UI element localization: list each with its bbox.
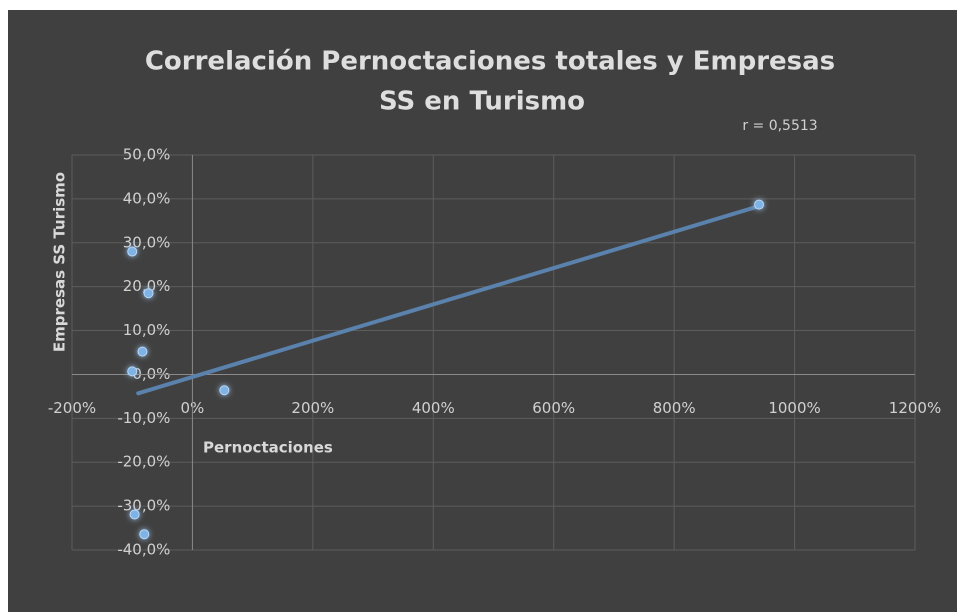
- y-tick-label: 30,0%: [123, 233, 171, 251]
- chart-background: [8, 10, 957, 612]
- y-axis-title: Empresas SS Turismo: [51, 172, 69, 352]
- trendline: [136, 204, 761, 396]
- data-point: [129, 509, 140, 520]
- data-point: [139, 529, 150, 540]
- x-tick-label: 1200%: [889, 399, 941, 417]
- data-point: [143, 288, 154, 299]
- data-point: [137, 346, 148, 357]
- y-tick-label: 50,0%: [123, 146, 171, 164]
- x-tick-label: 400%: [412, 399, 455, 417]
- y-tick-label: -30,0%: [117, 497, 170, 515]
- chart-title: SS en Turismo: [379, 87, 585, 117]
- x-tick-label: 200%: [291, 399, 334, 417]
- x-tick-label: 600%: [532, 399, 575, 417]
- x-tick-label: 800%: [653, 399, 696, 417]
- y-tick-label: -10,0%: [117, 409, 170, 427]
- x-tick-label: 1000%: [768, 399, 820, 417]
- chart-title: Correlación Pernoctaciones totales y Emp…: [145, 47, 835, 77]
- y-tick-label: 40,0%: [123, 189, 171, 207]
- x-tick-label: -200%: [48, 399, 96, 417]
- data-point: [219, 385, 230, 396]
- data-point: [127, 246, 138, 257]
- y-tick-label: 20,0%: [123, 277, 171, 295]
- y-tick-label: -40,0%: [117, 541, 170, 559]
- y-tick-label: 10,0%: [123, 321, 171, 339]
- x-axis-title: Pernoctaciones: [203, 439, 333, 457]
- annotation: r = 0,5513: [742, 118, 817, 134]
- data-point: [754, 199, 765, 210]
- y-tick-label: -20,0%: [117, 453, 170, 471]
- data-point: [127, 366, 138, 377]
